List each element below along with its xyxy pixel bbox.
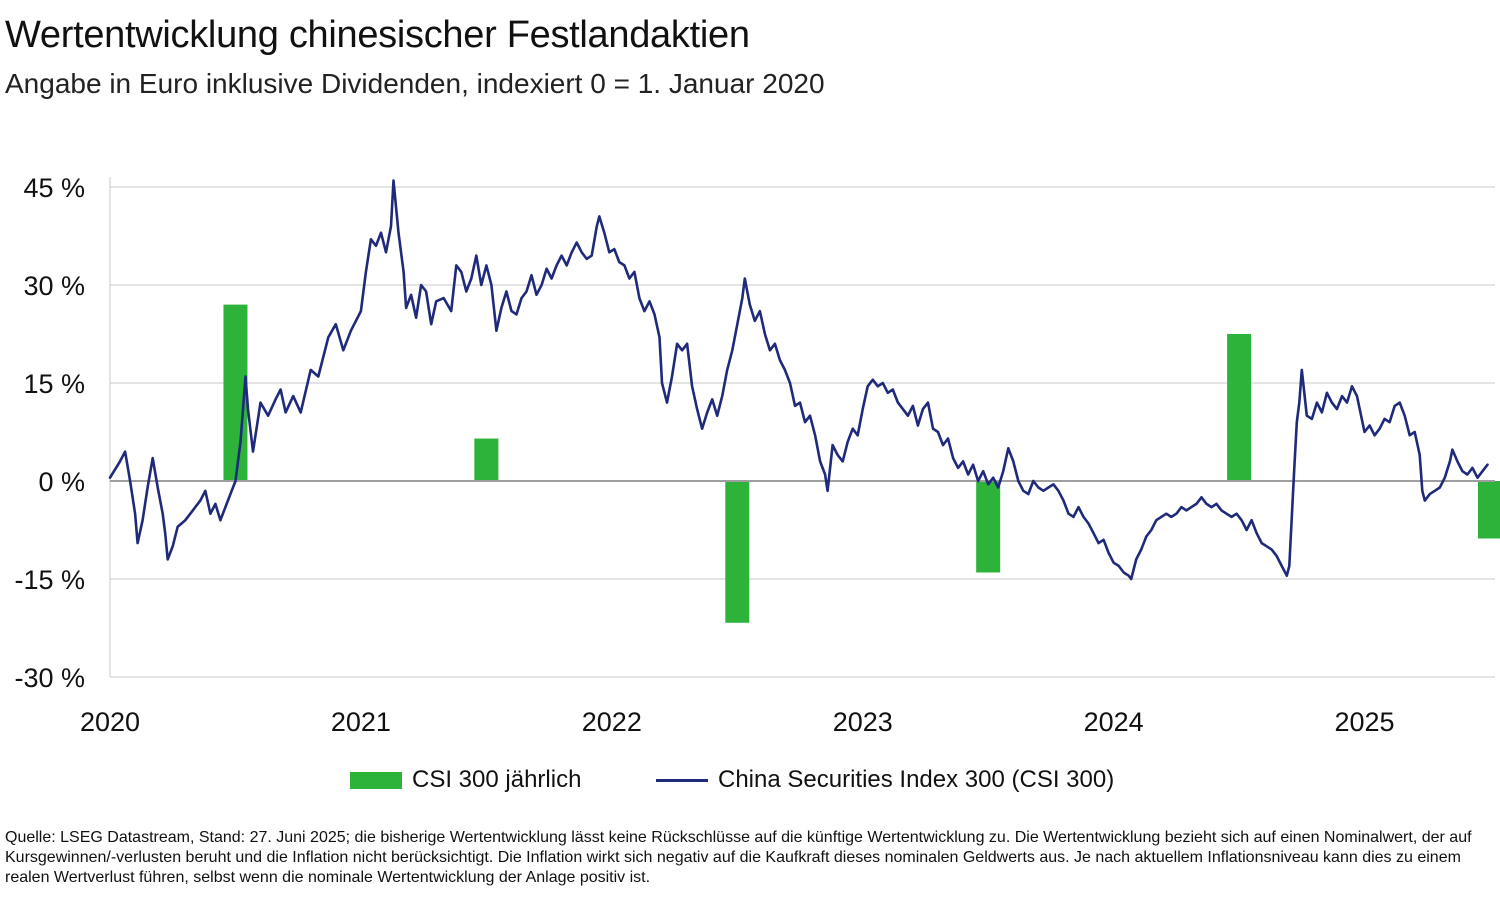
x-tick-label: 2020 (80, 707, 140, 737)
x-tick-label: 2023 (833, 707, 893, 737)
legend-line-label: China Securities Index 300 (CSI 300) (718, 766, 1115, 793)
bar (1227, 334, 1252, 481)
grid-lines (109, 177, 1495, 678)
legend-bar-swatch (350, 771, 402, 789)
bar (725, 481, 750, 623)
x-tick-label: 2021 (331, 707, 391, 737)
legend-line-swatch (656, 778, 708, 782)
legend-item-bar: CSI 300 jährlich (350, 766, 581, 794)
legend-bar-label: CSI 300 jährlich (412, 766, 582, 793)
bar-series-csi300-annual (223, 304, 1500, 623)
x-tick-label: 2024 (1084, 707, 1144, 737)
bar (474, 438, 499, 481)
y-tick-label: 45 % (23, 173, 85, 203)
y-tick-label: -30 % (14, 663, 85, 693)
line-series-csi300 (108, 179, 1489, 581)
x-tick-label: 2025 (1335, 707, 1395, 737)
bar (976, 481, 1001, 573)
bar (1478, 481, 1500, 539)
legend-item-line: China Securities Index 300 (CSI 300) (656, 766, 1114, 794)
y-tick-label: 30 % (23, 271, 85, 301)
chart-title: Wertentwicklung chinesischer Festlandakt… (5, 14, 750, 56)
y-axis-tick-labels: 45 % 30 % 15 % 0 % -15 % -30 % (14, 173, 85, 693)
chart-subtitle: Angabe in Euro inklusive Dividenden, ind… (5, 68, 825, 99)
legend: CSI 300 jährlich China Securities Index … (0, 766, 1500, 800)
y-tick-label: 15 % (23, 369, 85, 399)
chart-plot: 45 %30 %15 %0 %-15 %-30 % 2020 2021 2022 20… (14, 173, 1500, 737)
x-axis-tick-labels: 2020 2021 2022 2023 2024 2025 (80, 707, 1395, 737)
source-footnote: Quelle: LSEG Datastream, Stand: 27. Juni… (5, 829, 1472, 886)
y-tick-label: 0 % (38, 467, 85, 497)
x-tick-label: 2022 (582, 707, 642, 737)
y-tick-label: -15 % (14, 565, 85, 595)
series-line (108, 179, 1489, 581)
